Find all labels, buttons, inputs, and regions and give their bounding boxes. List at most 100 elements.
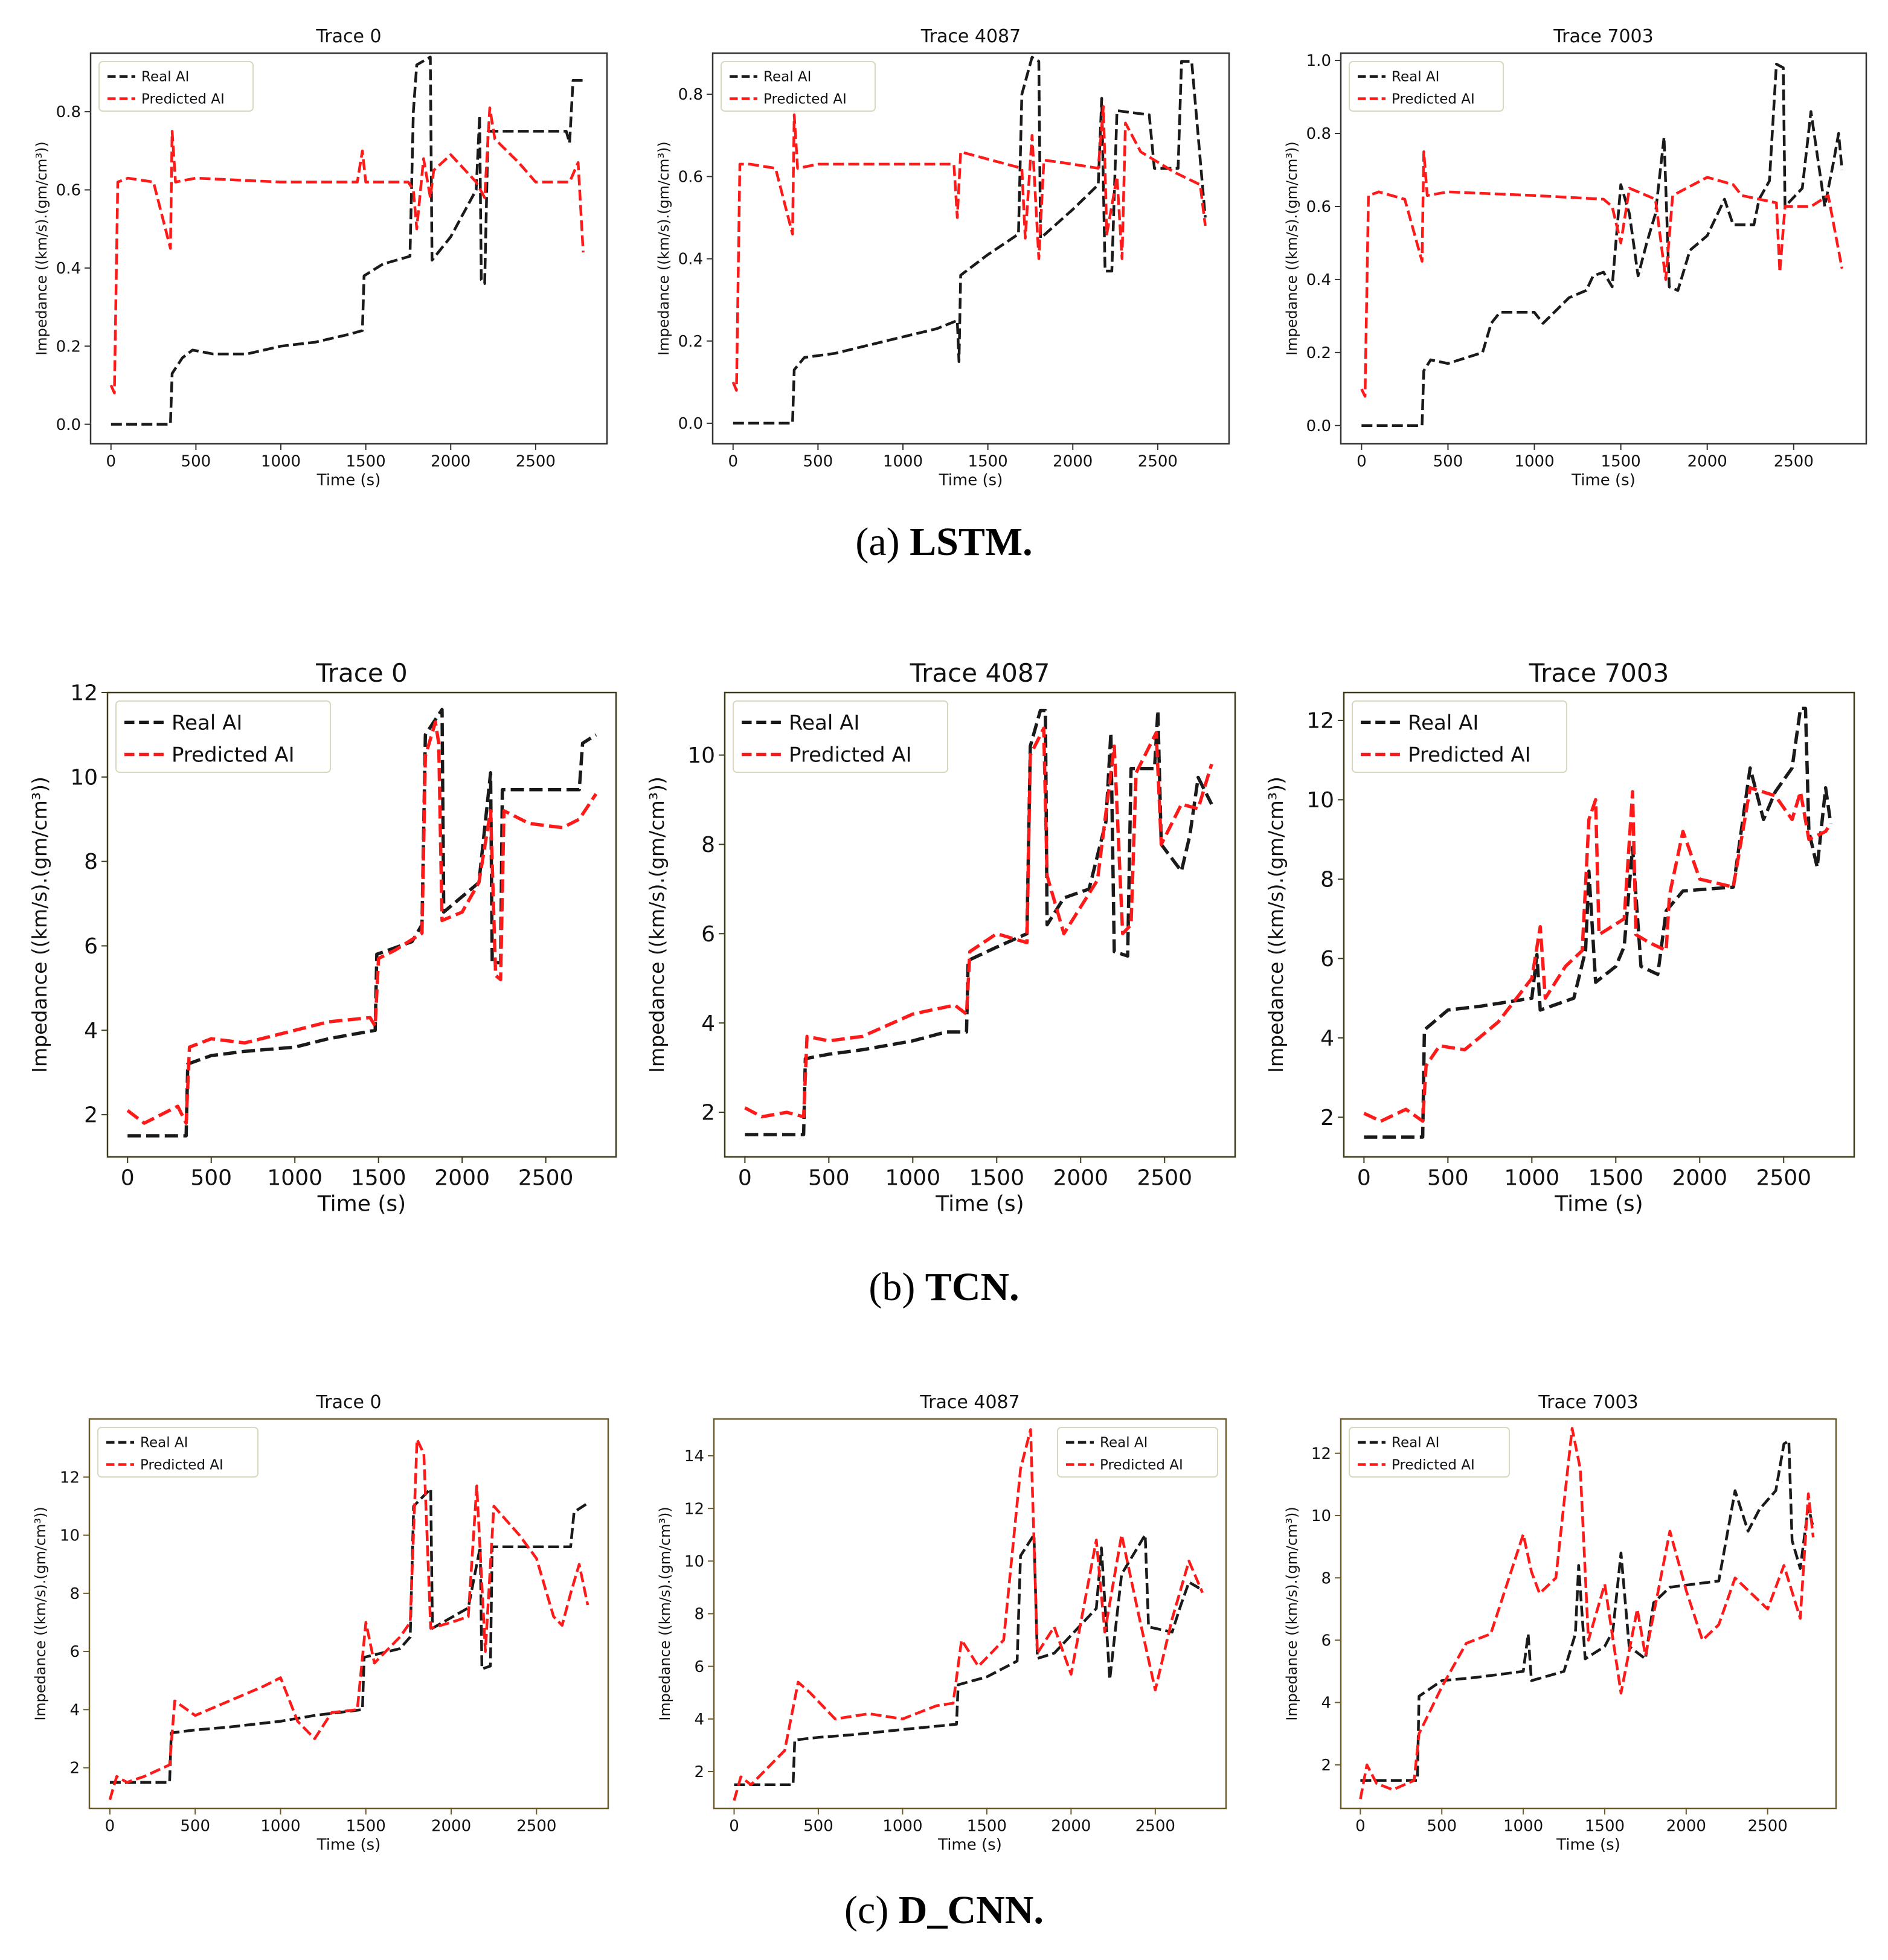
x-tick-label: 1500: [1585, 1817, 1625, 1835]
y-axis-label: Impedance ((km/s).(gm/cm³)): [655, 141, 672, 355]
caption-b: (b) TCN.: [0, 1264, 1888, 1310]
chart-panel-lstm-2: Trace 7003 0 500 1000 1500 2000 2500 0.0 0.2 0.4 0…: [1283, 26, 1867, 490]
legend-box: [1349, 61, 1504, 112]
chart-title: Trace 4087: [919, 1392, 1019, 1413]
y-axis-label: Impedance ((km/s).(gm/cm³)): [1283, 141, 1300, 355]
y-tick-label: 0.8: [1306, 125, 1331, 143]
x-tick-label: 1500: [1601, 452, 1641, 470]
legend-label: Real AI: [172, 711, 242, 735]
y-tick-label: 0.8: [56, 103, 81, 121]
legend-label: Predicted AI: [763, 92, 847, 107]
x-tick-label: 2500: [518, 1165, 574, 1190]
y-tick-label: 10: [1306, 788, 1334, 813]
y-tick-label: 4: [701, 1011, 715, 1036]
y-tick-label: 6: [1320, 947, 1334, 972]
chart-title: Trace 7003: [1553, 26, 1653, 47]
legend-label: Predicted AI: [141, 92, 225, 107]
legend-label: Real AI: [1408, 711, 1479, 735]
series-line-predicted-ai: [109, 106, 585, 395]
x-tick-label: 1500: [351, 1165, 406, 1190]
series-line-real-ai: [111, 56, 587, 426]
legend-label: Real AI: [1100, 1435, 1148, 1451]
x-tick-label: 0: [1355, 1817, 1366, 1835]
y-tick-label: 0.6: [56, 182, 81, 200]
x-axis-label: Time (s): [316, 1836, 381, 1854]
x-tick-label: 500: [180, 1817, 210, 1835]
y-axis-label: Impedance ((km/s).(gm/cm³)): [657, 1507, 673, 1720]
y-tick-label: 12: [60, 1468, 80, 1487]
y-tick-label: 0.2: [1306, 344, 1331, 362]
x-tick-label: 2500: [516, 1817, 556, 1835]
series-line-predicted-ai: [108, 1438, 589, 1801]
x-tick-label: 500: [1427, 1817, 1457, 1835]
x-tick-label: 2500: [1748, 1817, 1788, 1835]
y-tick-label: 12: [1306, 709, 1334, 734]
x-tick-label: 2000: [1051, 1817, 1091, 1835]
y-tick-label: 10: [60, 1527, 80, 1545]
legend-label: Predicted AI: [789, 743, 912, 767]
caption-a-letter: a: [869, 520, 887, 564]
y-tick-label: 4: [84, 1019, 98, 1043]
y-tick-label: 6: [69, 1643, 80, 1661]
y-tick-label: 0.0: [1306, 417, 1331, 435]
legend-box: [733, 700, 948, 773]
x-tick-label: 0: [738, 1165, 752, 1190]
y-tick-label: 8: [84, 850, 98, 874]
legend-label: Real AI: [763, 69, 811, 85]
x-tick-label: 2500: [1138, 452, 1178, 470]
y-tick-label: 6: [1321, 1632, 1331, 1650]
x-tick-label: 1000: [1503, 1817, 1543, 1835]
y-tick-label: 0.8: [678, 86, 703, 104]
legend-box: [721, 61, 876, 112]
x-axis-label: Time (s): [317, 1192, 406, 1217]
caption-c-letter: c: [858, 1888, 876, 1932]
y-tick-label: 12: [1311, 1445, 1331, 1463]
chart-panel-lstm-0: Trace 0 0 500 1000 1500 2000 2500 0.0 0.2 0.4 0.6 0…: [33, 26, 608, 490]
y-tick-label: 0.6: [1306, 198, 1331, 216]
y-tick-label: 4: [1321, 1694, 1331, 1712]
x-tick-label: 0: [106, 452, 116, 470]
x-tick-label: 2000: [431, 452, 470, 470]
x-tick-label: 0: [728, 452, 738, 470]
x-tick-label: 1000: [1504, 1165, 1560, 1190]
y-tick-label: 8: [701, 833, 715, 857]
caption-b-label: TCN.: [925, 1265, 1019, 1309]
y-tick-label: 0.4: [678, 251, 703, 269]
legend-label: Real AI: [141, 69, 189, 85]
x-axis-label: Time (s): [316, 472, 381, 490]
chart-title: Trace 0: [315, 658, 408, 688]
series-line-predicted-ai: [733, 1428, 1204, 1801]
series-line-real-ai: [1360, 1439, 1815, 1782]
series-line-predicted-ai: [731, 105, 1207, 392]
chart-panel-dcnn-0: Trace 0 0 500 1000 1500 2000 2500 2 4 6 8 10 12 Time …: [32, 1392, 609, 1854]
caption-c: (c) D_CNN.: [0, 1888, 1888, 1933]
y-tick-label: 10: [70, 765, 98, 790]
x-tick-label: 2500: [1756, 1165, 1811, 1190]
x-tick-label: 1500: [967, 1817, 1007, 1835]
x-tick-label: 2500: [1135, 1817, 1175, 1835]
caption-b-suffix: ): [902, 1265, 916, 1309]
y-axis-label: Impedance ((km/s).(gm/cm³)): [1264, 777, 1288, 1073]
legend-label: Real AI: [140, 1435, 188, 1451]
chart-title: Trace 0: [315, 1392, 381, 1413]
chart-title: Trace 4087: [910, 658, 1050, 688]
x-tick-label: 0: [121, 1165, 135, 1190]
legend-box: [98, 61, 254, 112]
legend-box: [1352, 700, 1567, 773]
series-line-predicted-ai: [1359, 1427, 1815, 1799]
y-tick-label: 2: [694, 1763, 704, 1781]
y-tick-label: 1.0: [1306, 52, 1331, 70]
x-tick-label: 1500: [1588, 1165, 1643, 1190]
y-tick-label: 6: [694, 1658, 704, 1676]
chart-title: Trace 7003: [1538, 1392, 1638, 1413]
y-tick-label: 8: [694, 1606, 704, 1624]
y-tick-label: 2: [1320, 1106, 1334, 1130]
y-tick-label: 12: [684, 1500, 704, 1518]
x-tick-label: 0: [729, 1817, 739, 1835]
y-tick-label: 14: [684, 1447, 704, 1465]
y-tick-label: 8: [69, 1585, 80, 1603]
x-axis-label: Time (s): [939, 472, 1003, 490]
y-tick-label: 10: [684, 1552, 704, 1571]
chart-title: Trace 4087: [920, 26, 1021, 47]
